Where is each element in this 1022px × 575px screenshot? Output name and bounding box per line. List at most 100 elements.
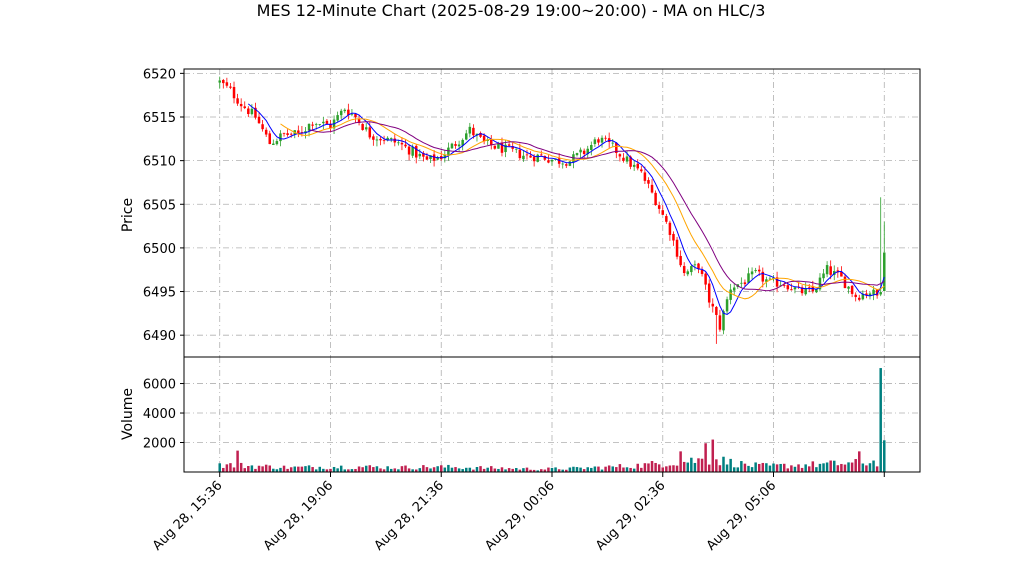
volume-bar bbox=[304, 466, 307, 472]
candle-body bbox=[400, 142, 404, 145]
volume-bar bbox=[561, 469, 564, 472]
candle-body bbox=[815, 288, 818, 293]
candle-body bbox=[429, 155, 432, 159]
volume-bar bbox=[222, 467, 225, 472]
volume-bar bbox=[665, 466, 668, 472]
volume-bar bbox=[654, 462, 657, 472]
candle-body bbox=[436, 157, 439, 160]
volume-bar bbox=[833, 460, 836, 472]
volume-bar bbox=[443, 467, 447, 472]
candle-body bbox=[543, 155, 547, 160]
candle-body bbox=[322, 121, 325, 124]
price-tick-label: 6500 bbox=[143, 242, 176, 257]
volume-bar bbox=[543, 469, 547, 472]
volume-bar bbox=[461, 469, 464, 472]
volume-bar bbox=[611, 466, 614, 472]
volume-bar bbox=[282, 465, 286, 472]
volume-bar bbox=[368, 465, 372, 472]
volume-bar bbox=[386, 466, 389, 472]
candle-body bbox=[393, 138, 397, 143]
candle-body bbox=[840, 271, 843, 277]
candle-body bbox=[675, 239, 679, 257]
candle-body bbox=[254, 107, 257, 118]
volume-bar bbox=[479, 466, 482, 472]
candle-body bbox=[297, 130, 300, 133]
candle-body bbox=[557, 158, 561, 164]
volume-bar bbox=[661, 467, 665, 472]
volume-bar bbox=[650, 461, 654, 472]
volume-bar bbox=[225, 464, 229, 472]
volume-bar bbox=[793, 466, 797, 472]
candle-body bbox=[239, 103, 243, 107]
volume-bar bbox=[657, 464, 661, 472]
volume-bar bbox=[782, 463, 786, 472]
volume-bar bbox=[579, 467, 582, 472]
candle-body bbox=[704, 273, 707, 285]
volume-bar bbox=[307, 465, 311, 472]
volume-bar bbox=[507, 468, 511, 472]
candle-body bbox=[872, 289, 875, 295]
candle-body bbox=[700, 270, 704, 274]
volume-bar bbox=[300, 466, 304, 472]
candle-body bbox=[661, 210, 665, 215]
volume-bar bbox=[329, 468, 332, 472]
volume-bar bbox=[397, 469, 400, 472]
candle-body bbox=[243, 106, 246, 109]
volume-bar bbox=[407, 468, 411, 472]
volume-bar bbox=[847, 462, 850, 472]
candle-body bbox=[772, 277, 775, 279]
volume-bar bbox=[715, 459, 718, 472]
volume-bar bbox=[836, 465, 840, 472]
candle-body bbox=[743, 282, 747, 285]
volume-bar bbox=[818, 463, 822, 472]
volume-bar bbox=[289, 467, 293, 472]
volume-bar bbox=[761, 462, 765, 472]
candle-body bbox=[532, 156, 536, 162]
volume-bar bbox=[693, 462, 697, 472]
candle-body bbox=[389, 138, 393, 140]
candle-body bbox=[422, 152, 425, 157]
volume-bar bbox=[643, 463, 647, 472]
volume-bar bbox=[815, 467, 818, 472]
candle-body bbox=[250, 108, 254, 115]
volume-bar bbox=[629, 467, 632, 472]
candle-body bbox=[347, 109, 350, 116]
volume-bar bbox=[704, 443, 707, 472]
volume-bar bbox=[254, 468, 257, 472]
candle-body bbox=[804, 287, 807, 295]
chart-title: MES 12-Minute Chart (2025-08-29 19:00~20… bbox=[257, 1, 766, 20]
candle-body bbox=[740, 282, 743, 284]
candle-body bbox=[547, 160, 550, 163]
candle-body bbox=[357, 118, 361, 123]
volume-bar bbox=[840, 463, 843, 472]
candle-body bbox=[397, 142, 400, 144]
volume-bar bbox=[332, 466, 336, 472]
candle-body bbox=[457, 144, 461, 147]
volume-bar bbox=[454, 467, 457, 472]
candle-body bbox=[447, 147, 450, 156]
volume-bar bbox=[743, 463, 747, 472]
volume-bar bbox=[879, 368, 882, 472]
candle-body bbox=[632, 164, 636, 167]
candle-body bbox=[536, 154, 539, 162]
volume-bar bbox=[465, 467, 468, 472]
volume-bar bbox=[243, 468, 246, 472]
candle-body bbox=[754, 270, 757, 272]
volume-bar bbox=[858, 451, 861, 472]
candle-body bbox=[600, 137, 604, 143]
volume-bar bbox=[493, 468, 497, 472]
candle-body bbox=[472, 127, 475, 136]
volume-bar bbox=[632, 468, 636, 472]
volume-bar bbox=[297, 466, 300, 472]
candle-body bbox=[715, 306, 718, 315]
volume-bar bbox=[354, 468, 357, 472]
candle-body bbox=[561, 163, 564, 165]
volume-bar bbox=[590, 467, 593, 472]
volume-bar bbox=[690, 457, 693, 472]
volume-bar bbox=[622, 467, 625, 472]
candle-body bbox=[279, 133, 282, 142]
candle-body bbox=[686, 271, 690, 275]
volume-bar bbox=[582, 469, 586, 472]
volume-bar bbox=[279, 467, 282, 472]
candle-body bbox=[822, 273, 825, 279]
